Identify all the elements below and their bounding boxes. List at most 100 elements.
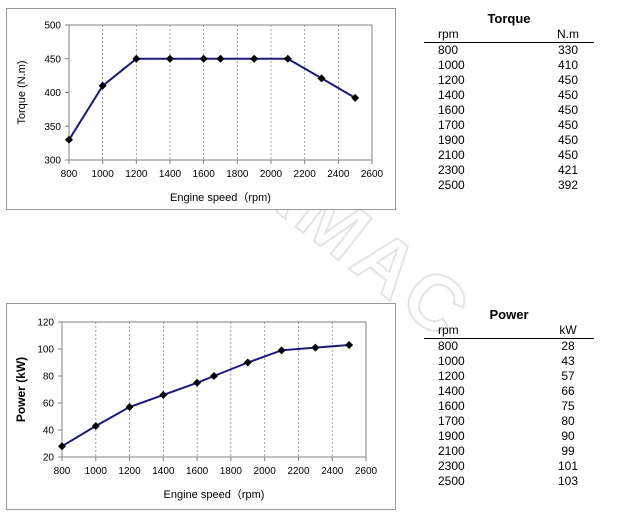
- data-point-marker: [132, 54, 141, 63]
- power-value-cell: 75: [561, 399, 575, 413]
- y-tick-label: 300: [44, 156, 61, 167]
- x-tick-label: 2400: [327, 169, 350, 180]
- torque-rpm-cell: 2300: [438, 163, 465, 177]
- power-value-cell: 80: [561, 414, 575, 428]
- power-table-row: 1000 43: [424, 354, 594, 369]
- torque-table-row: 1000 410: [424, 58, 594, 73]
- data-point-marker: [199, 54, 208, 63]
- power-rpm-cell: 2100: [438, 444, 465, 458]
- data-point-marker: [345, 340, 354, 349]
- x-tick-label: 1800: [220, 466, 243, 477]
- power-value-cell: 103: [557, 474, 579, 488]
- x-tick-label: 800: [61, 169, 78, 180]
- y-tick-label: 80: [43, 372, 55, 383]
- torque-chart: 800 1000 1200 1400 1600 1800 2000 2200 2400 2600 3…: [16, 21, 384, 205]
- y-tick-label: 100: [37, 345, 54, 356]
- torque-value-cell: 330: [557, 43, 579, 57]
- power-rpm-cell: 2500: [438, 474, 465, 488]
- power-value-cell: 90: [561, 429, 575, 443]
- data-point-marker: [351, 93, 360, 102]
- y-tick-label: 60: [43, 399, 55, 410]
- x-tick-label: 1200: [118, 466, 141, 477]
- power-table-row: 1200 57: [424, 369, 594, 384]
- data-point-marker: [58, 442, 66, 451]
- power-table-row: 800 28: [424, 339, 594, 354]
- x-tick-label: 2600: [355, 466, 378, 477]
- torque-table: Torque rpm N.m 800 330 1000 410 1200 450 1400 4…: [424, 10, 594, 193]
- power-col-rpm: rpm: [438, 323, 459, 337]
- power-table-row: 2500 103: [424, 474, 594, 489]
- torque-table-row: 1700 450: [424, 118, 594, 133]
- power-rpm-cell: 2300: [438, 459, 465, 473]
- torque-rpm-cell: 2100: [438, 148, 465, 162]
- data-point-marker: [98, 81, 107, 90]
- torque-table-row: 1200 450: [424, 73, 594, 88]
- torque-value-cell: 392: [557, 178, 579, 192]
- x-tick-label: 2400: [321, 466, 344, 477]
- torque-value-cell: 450: [557, 103, 579, 117]
- x-tick-label: 1000: [92, 169, 115, 180]
- data-point-marker: [159, 390, 168, 399]
- torque-table-row: 1600 450: [424, 103, 594, 118]
- power-table-row: 1900 90: [424, 429, 594, 444]
- x-tick-label: 2600: [361, 169, 384, 180]
- x-axis-label: Engine speed（rpm): [164, 488, 265, 501]
- power-table-title: Power: [489, 307, 529, 322]
- power-rpm-cell: 1700: [438, 414, 465, 428]
- x-axis-label: Engine speed（rpm): [170, 191, 271, 204]
- torque-rpm-cell: 1400: [438, 88, 465, 102]
- y-tick-label: 500: [44, 21, 61, 32]
- torque-value-cell: 450: [557, 88, 579, 102]
- power-table-row: 2100 99: [424, 444, 594, 459]
- x-tick-label: 800: [54, 466, 71, 477]
- plot-area: [68, 24, 373, 161]
- data-point-marker: [317, 74, 326, 83]
- power-chart-panel: 800 1000 1200 1400 1600 1800 2000 2200 2400 2600 2…: [6, 303, 396, 510]
- torque-table-row: 2500 392: [424, 178, 594, 193]
- data-point-marker: [210, 372, 218, 380]
- data-point-marker: [91, 421, 100, 430]
- x-tick-label: 1400: [152, 466, 175, 477]
- power-rpm-cell: 1200: [438, 369, 465, 383]
- x-tick-label: 2000: [260, 169, 283, 180]
- torque-rpm-cell: 800: [438, 43, 459, 57]
- torque-col-value: N.m: [557, 27, 579, 41]
- x-tick-label: 2000: [254, 466, 277, 477]
- torque-table-title: Torque: [487, 11, 531, 26]
- torque-rpm-cell: 1200: [438, 73, 465, 87]
- torque-value-cell: 450: [557, 133, 579, 147]
- torque-value-cell: 450: [557, 73, 579, 87]
- power-table-row: 2300 101: [424, 459, 594, 474]
- power-value-cell: 57: [561, 369, 575, 383]
- torque-table-row: 800 330: [424, 43, 594, 58]
- power-value-cell: 99: [561, 444, 575, 458]
- torque-table-row: 2300 421: [424, 163, 594, 178]
- power-value-cell: 101: [557, 459, 579, 473]
- x-tick-label: 1600: [193, 169, 216, 180]
- power-rpm-cell: 1400: [438, 384, 465, 398]
- power-table-row: 1700 80: [424, 414, 594, 429]
- power-table-body: 800 28 1000 43 1200 57 1400 66 1600 75 1700 80 1900 9…: [424, 339, 594, 489]
- torque-rpm-cell: 2500: [438, 178, 465, 192]
- y-tick-label: 40: [43, 426, 55, 437]
- power-table-header: rpm kW: [424, 324, 594, 339]
- torque-rpm-cell: 1600: [438, 103, 465, 117]
- torque-value-cell: 450: [557, 118, 579, 132]
- power-table-row: 1400 66: [424, 384, 594, 399]
- x-tick-label: 1800: [226, 169, 249, 180]
- y-axis-label: Power (kW): [14, 357, 28, 422]
- torque-col-rpm: rpm: [438, 27, 459, 41]
- power-rpm-cell: 1000: [438, 354, 465, 368]
- x-tick-label: 2200: [287, 466, 310, 477]
- data-point-marker: [193, 378, 202, 387]
- data-point-marker: [277, 346, 286, 355]
- x-tick-label: 1600: [186, 466, 209, 477]
- y-tick-label: 450: [44, 54, 61, 65]
- power-rpm-cell: 1900: [438, 429, 465, 443]
- y-tick-label: 350: [44, 122, 61, 133]
- data-point-marker: [125, 403, 134, 412]
- data-point-marker: [283, 54, 292, 63]
- torque-table-row: 1900 450: [424, 133, 594, 148]
- y-tick-label: 400: [44, 88, 61, 99]
- data-point-marker: [166, 54, 174, 63]
